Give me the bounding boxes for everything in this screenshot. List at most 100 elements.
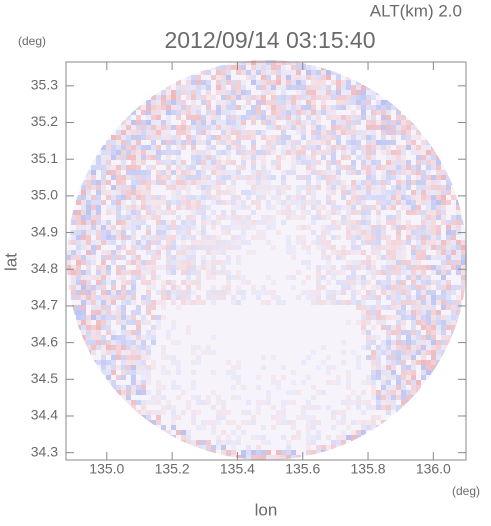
- field-cell: [166, 265, 171, 270]
- field-cell: [111, 340, 116, 345]
- field-cell: [186, 195, 191, 200]
- field-cell: [251, 165, 256, 170]
- field-cell: [136, 120, 141, 125]
- field-cell: [406, 120, 411, 125]
- field-cell: [101, 310, 106, 315]
- field-cell: [371, 150, 376, 155]
- field-cell: [186, 185, 191, 190]
- field-cell: [246, 110, 251, 115]
- field-cell: [401, 290, 406, 295]
- field-cell: [376, 125, 381, 130]
- field-cell: [191, 410, 196, 415]
- field-cell: [271, 115, 276, 120]
- field-cell: [216, 410, 221, 415]
- field-cell: [221, 445, 226, 450]
- field-cell: [346, 75, 351, 80]
- field-cell: [276, 385, 281, 390]
- field-cell: [311, 100, 316, 105]
- field-cell: [366, 155, 371, 160]
- field-cell: [306, 100, 311, 105]
- field-cell: [426, 220, 431, 225]
- field-cell: [231, 80, 236, 85]
- field-cell: [421, 355, 426, 360]
- field-cell: [401, 325, 406, 330]
- field-cell: [446, 345, 451, 350]
- field-cell: [256, 65, 261, 70]
- field-cell: [381, 230, 386, 235]
- field-cell: [106, 280, 111, 285]
- field-cell: [81, 290, 86, 295]
- field-cell: [151, 315, 156, 320]
- field-cell: [346, 135, 351, 140]
- field-cell: [326, 380, 331, 385]
- field-cell: [151, 120, 156, 125]
- field-cell: [191, 440, 196, 445]
- field-cell: [171, 135, 176, 140]
- field-cell: [136, 260, 141, 265]
- field-cell: [336, 180, 341, 185]
- field-cell: [166, 90, 171, 95]
- field-cell: [446, 285, 451, 290]
- field-cell: [321, 85, 326, 90]
- field-cell: [281, 190, 286, 195]
- field-cell: [331, 265, 336, 270]
- field-cell: [201, 245, 206, 250]
- field-cell: [221, 105, 226, 110]
- field-cell: [276, 420, 281, 425]
- field-cell: [451, 325, 456, 330]
- field-cell: [311, 75, 316, 80]
- field-cell: [296, 175, 301, 180]
- field-cell: [416, 290, 421, 295]
- field-cell: [231, 65, 236, 70]
- field-cell: [131, 180, 136, 185]
- field-cell: [191, 215, 196, 220]
- field-cell: [281, 115, 286, 120]
- field-cell: [151, 395, 156, 400]
- field-cell: [261, 230, 266, 235]
- field-cell: [326, 160, 331, 165]
- field-cell: [176, 440, 181, 445]
- field-cell: [121, 225, 126, 230]
- field-cell: [181, 410, 186, 415]
- field-cell: [156, 110, 161, 115]
- field-cell: [236, 140, 241, 145]
- field-cell: [346, 205, 351, 210]
- field-cell: [236, 175, 241, 180]
- field-cell: [76, 305, 81, 310]
- field-cell: [391, 120, 396, 125]
- field-cell: [161, 175, 166, 180]
- field-cell: [236, 135, 241, 140]
- field-cell: [371, 260, 376, 265]
- field-cell: [96, 165, 101, 170]
- field-cell: [276, 65, 281, 70]
- field-cell: [146, 130, 151, 135]
- field-cell: [346, 125, 351, 130]
- field-cell: [126, 140, 131, 145]
- field-cell: [136, 245, 141, 250]
- field-cell: [91, 240, 96, 245]
- field-cell: [381, 135, 386, 140]
- field-cell: [141, 280, 146, 285]
- field-cell: [411, 260, 416, 265]
- field-cell: [441, 350, 446, 355]
- field-cell: [421, 375, 426, 380]
- field-cell: [181, 90, 186, 95]
- field-cell: [161, 290, 166, 295]
- field-cell: [311, 65, 316, 70]
- field-cell: [411, 320, 416, 325]
- field-cell: [311, 165, 316, 170]
- field-cell: [311, 105, 316, 110]
- field-cell: [206, 205, 211, 210]
- field-cell: [236, 435, 241, 440]
- field-cell: [456, 260, 461, 265]
- field-cell: [276, 410, 281, 415]
- field-cell: [226, 105, 231, 110]
- field-cell: [91, 260, 96, 265]
- field-cell: [106, 240, 111, 245]
- field-cell: [141, 295, 146, 300]
- field-cell: [191, 385, 196, 390]
- field-cell: [131, 215, 136, 220]
- field-cell: [316, 110, 321, 115]
- x-tick-label: 135.4: [220, 461, 255, 477]
- field-cell: [131, 125, 136, 130]
